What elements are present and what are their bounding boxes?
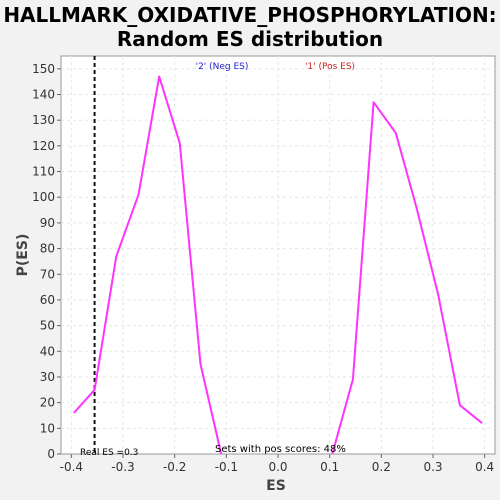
chart-title-line1: HALLMARK_OXIDATIVE_PHOSPHORYLATION: (3, 3, 496, 27)
x-tick-label: -0.2 (163, 460, 186, 474)
y-tick-label: 150 (32, 62, 55, 76)
x-tick-label: 0.2 (372, 460, 391, 474)
x-tick-label: 0.0 (268, 460, 287, 474)
y-tick-label: 50 (40, 319, 55, 333)
y-tick-label: 110 (32, 165, 55, 179)
x-tick-label: 0.3 (423, 460, 442, 474)
real-es-annotation: Real ES =0.3 (80, 448, 138, 458)
pos-scores-annotation: Sets with pos scores: 48% (215, 444, 346, 455)
y-tick-label: 10 (40, 421, 55, 435)
legend-neg-es: '2' (Neg ES) (196, 62, 249, 72)
y-tick-label: 140 (32, 88, 55, 102)
x-tick-label: -0.1 (215, 460, 238, 474)
tick-layer: 0 10 20 30 40 50 60 70 80 90 100 110 120 130 140 150 -0.… (32, 62, 494, 474)
chart-title-line2: Random ES distribution (117, 27, 383, 51)
y-tick-label: 100 (32, 190, 55, 204)
x-axis-label: ES (266, 478, 286, 494)
y-tick-label: 70 (40, 267, 55, 281)
y-tick-label: 40 (40, 344, 55, 358)
y-tick-label: 20 (40, 396, 55, 410)
y-tick-label: 80 (40, 242, 55, 256)
y-tick-label: 0 (47, 447, 55, 461)
grid-layer (61, 56, 495, 454)
y-tick-label: 120 (32, 139, 55, 153)
x-tick-label: -0.3 (111, 460, 134, 474)
x-tick-label: 0.4 (475, 460, 494, 474)
y-tick-label: 130 (32, 113, 55, 127)
legend-pos-es: '1' (Pos ES) (305, 62, 355, 72)
x-tick-label: 0.1 (320, 460, 339, 474)
neg-es-curve (73, 75, 223, 455)
y-axis-label: P(ES) (15, 234, 31, 277)
y-tick-label: 30 (40, 370, 55, 384)
series-layer (73, 56, 483, 455)
x-tick-label: -0.4 (60, 460, 83, 474)
y-tick-label: 90 (40, 216, 55, 230)
pos-es-curve (331, 101, 483, 455)
y-tick-label: 60 (40, 293, 55, 307)
